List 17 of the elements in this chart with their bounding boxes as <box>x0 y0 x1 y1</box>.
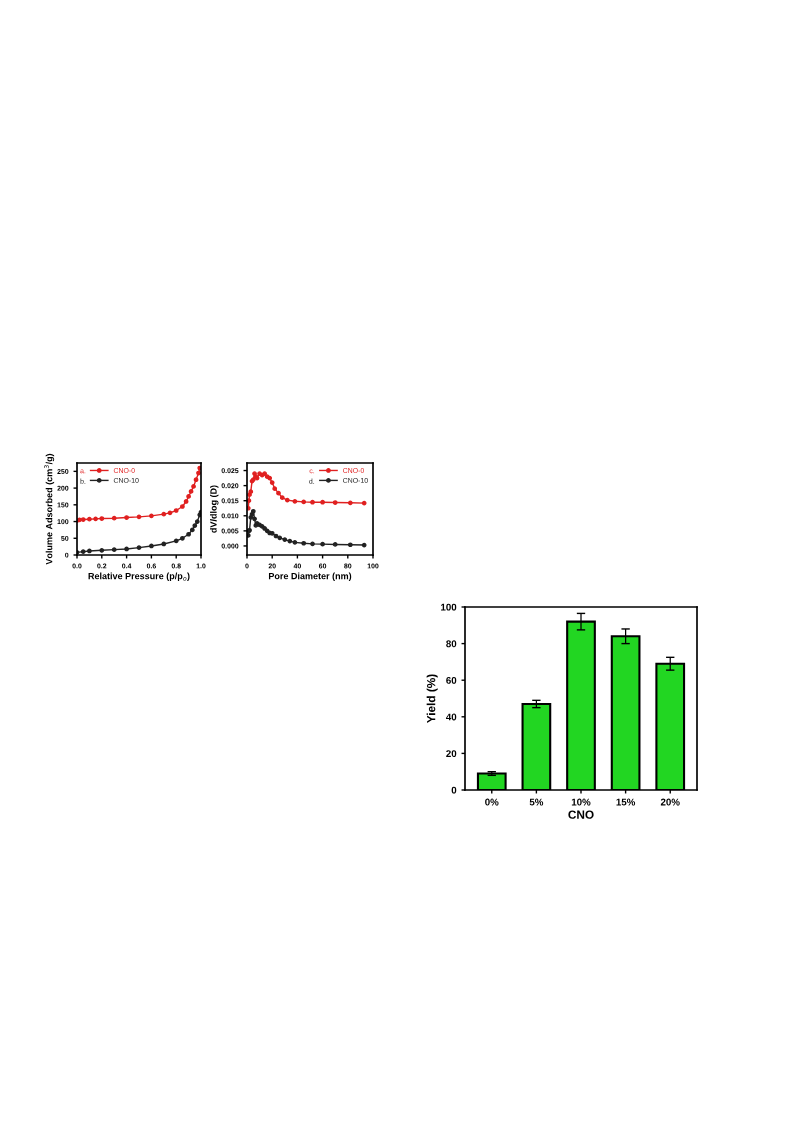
y-tick-label: 20 <box>446 750 457 758</box>
y-tick-label: 100 <box>441 603 457 611</box>
x-tick-label: 5% <box>529 798 544 806</box>
y-axis-title: dV/dlog (D) <box>210 485 219 533</box>
x-tick-label: 15% <box>616 798 636 806</box>
x-tick-label: 20% <box>660 798 680 806</box>
x-axis-title: Pore Diameter (nm) <box>268 572 352 581</box>
y-tick-label: 80 <box>446 640 457 648</box>
x-tick-label: 10% <box>571 798 591 806</box>
x-tick-label: 0% <box>485 798 499 806</box>
y-axis-title: Yield (%) <box>426 674 438 723</box>
x-axis-title: Relative Pressure (p/p$_{o}$) <box>88 572 190 581</box>
x-axis-title: CNO <box>568 810 594 819</box>
y-tick-label: 0 <box>451 786 457 794</box>
y-tick-label: 40 <box>446 713 457 721</box>
y-axis-title: Volume Adsorbed (cm$^{3}$/g) <box>44 453 55 565</box>
y-tick-label: 60 <box>446 676 457 684</box>
